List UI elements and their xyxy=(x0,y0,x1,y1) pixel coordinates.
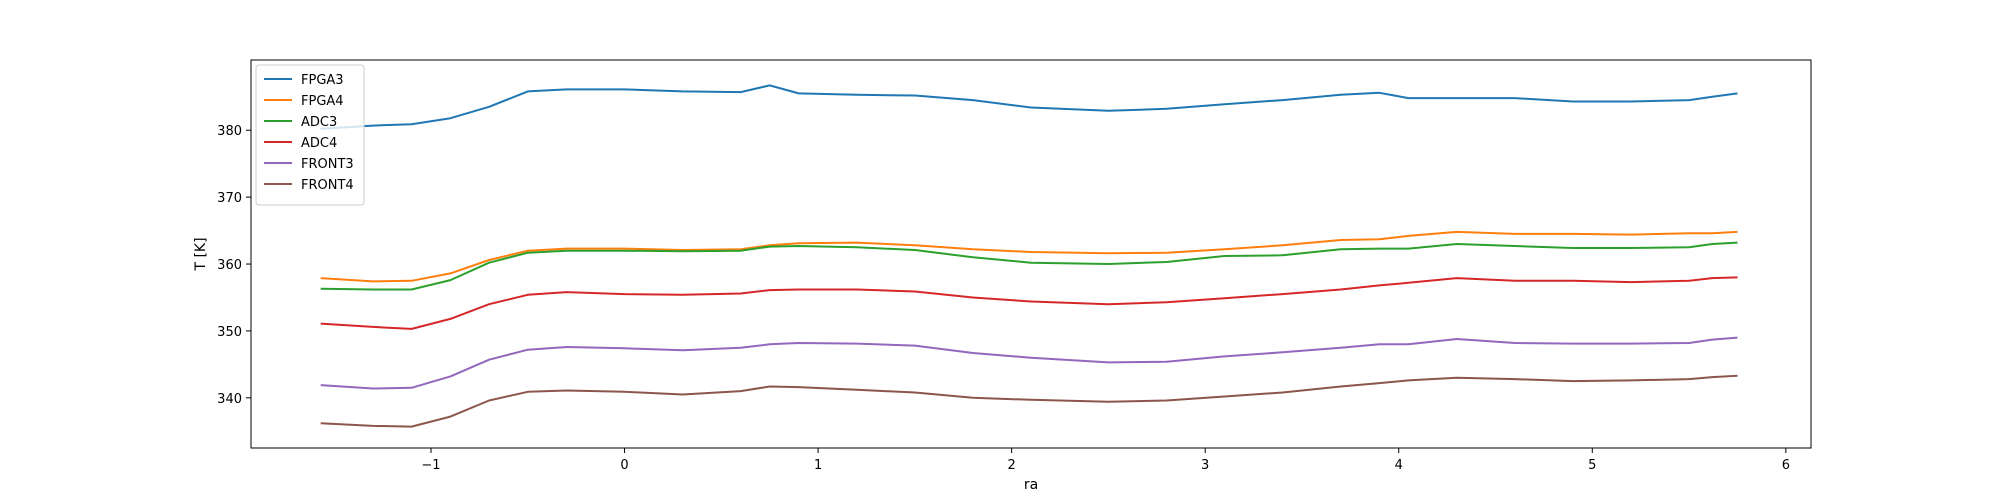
legend-label-fpga4: FPGA4 xyxy=(301,94,344,109)
series-line-front3 xyxy=(320,336,1738,390)
legend-label-fpga3: FPGA3 xyxy=(301,73,344,88)
x-tick-label: 5 xyxy=(1588,458,1596,473)
series-line-front4 xyxy=(320,374,1738,428)
y-axis-label: T [K] xyxy=(193,237,209,271)
legend-label-front3: FRONT3 xyxy=(301,157,354,172)
y-tick-label: 340 xyxy=(217,392,242,407)
series-layer xyxy=(320,84,1738,428)
y-tick-label: 350 xyxy=(217,325,242,340)
x-tick-label: 4 xyxy=(1395,458,1403,473)
legend: FPGA3 FPGA4 ADC3 ADC4 FRONT3 FRONT4 xyxy=(255,64,365,206)
plot-frame xyxy=(250,59,1812,449)
y-tick-label: 360 xyxy=(217,258,242,273)
x-tick-label: 6 xyxy=(1782,458,1790,473)
x-axis-label: ra xyxy=(1024,477,1038,493)
x-tick-label: 2 xyxy=(1008,458,1016,473)
axes-layer: −1 0 1 2 3 4 5 6 340 350 360 370 380 xyxy=(217,59,1812,473)
series-line-adc3 xyxy=(320,241,1738,291)
legend-label-adc4: ADC4 xyxy=(301,136,337,151)
y-tick-label: 380 xyxy=(217,124,242,139)
series-line-adc4 xyxy=(320,276,1738,330)
x-tick-label: 1 xyxy=(814,458,822,473)
series-line-fpga3 xyxy=(320,84,1738,130)
x-tick-label: 0 xyxy=(620,458,628,473)
y-tick-label: 370 xyxy=(217,191,242,206)
legend-label-adc3: ADC3 xyxy=(301,115,337,130)
x-tick-label: 3 xyxy=(1201,458,1209,473)
legend-label-front4: FRONT4 xyxy=(301,178,354,193)
series-line-fpga4 xyxy=(320,230,1738,283)
x-tick-label: −1 xyxy=(421,458,440,473)
